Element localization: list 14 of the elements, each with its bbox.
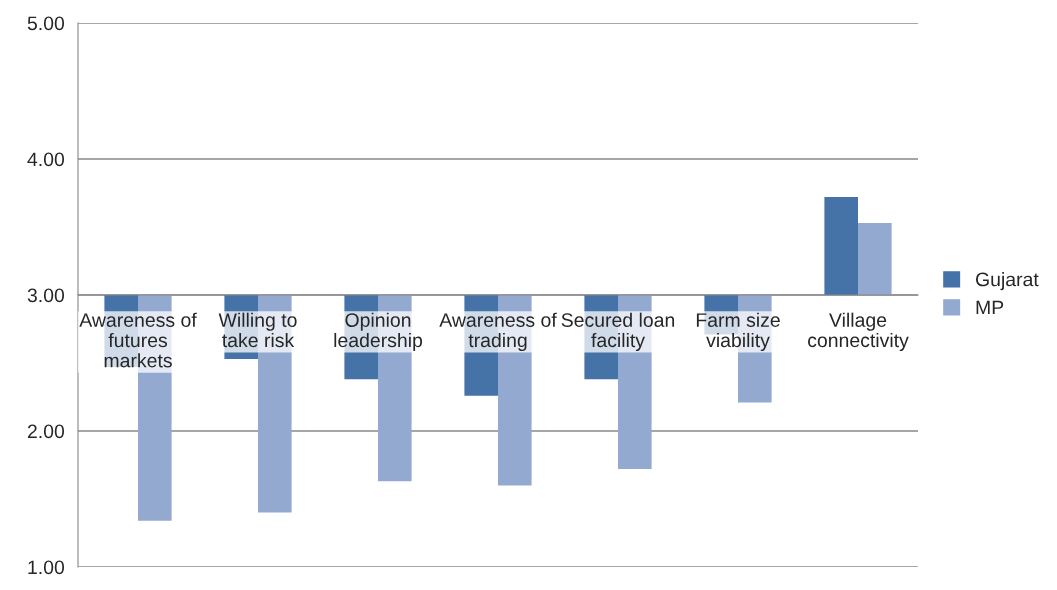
legend-label: Gujarat <box>975 272 1039 291</box>
y-tick-label: 1.00 <box>28 560 65 575</box>
y-tick-label: 2.00 <box>27 424 65 439</box>
legend-label: MP <box>976 300 1004 315</box>
x-tick-label: Awareness of trading <box>439 312 557 352</box>
y-tick-label: 4.00 <box>27 152 65 167</box>
y-tick-label: 5.00 <box>27 16 65 31</box>
x-tick-label: Secured loan facility <box>561 312 675 352</box>
y-tick-label: 3.00 <box>27 288 65 303</box>
x-tick-label: Farm size viability <box>696 312 780 352</box>
x-tick-label: Opinion leadership <box>334 312 423 352</box>
x-tick-label: Awareness of futures markets <box>79 312 197 368</box>
x-tick-label: Village connectivity <box>808 312 909 352</box>
x-tick-label: Willing to take risk <box>218 312 297 348</box>
